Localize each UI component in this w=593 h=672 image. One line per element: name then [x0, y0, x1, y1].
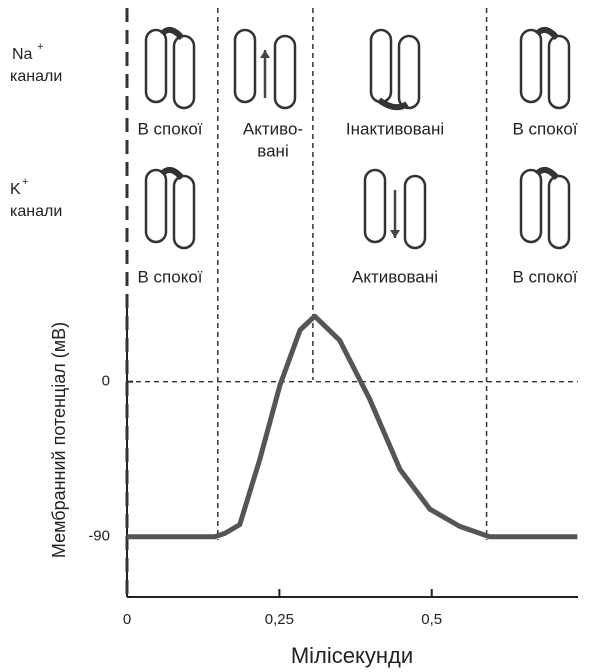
channel-subunit	[369, 28, 393, 104]
x-axis-label: Мілісекунди	[291, 643, 413, 668]
channel-subunit	[363, 168, 387, 244]
channel-gate	[534, 26, 560, 41]
channel-subunit	[519, 28, 543, 104]
channel-label: канали	[10, 68, 62, 85]
x-tick-label: 0,25	[265, 611, 294, 628]
y-tick-label: 0	[102, 373, 110, 390]
channel-icon	[363, 168, 427, 250]
potential-line	[127, 313, 578, 540]
channel-gate	[534, 166, 560, 181]
channel-icon	[233, 28, 297, 110]
channel-subunit	[144, 168, 168, 244]
channel-icon	[519, 166, 571, 250]
channel-icon	[144, 166, 196, 250]
y-axis-label: Мембранний потенціал (мВ)	[49, 322, 69, 558]
channel-icon	[369, 28, 421, 111]
flow-arrowhead	[390, 230, 400, 238]
channel-subunit	[144, 28, 168, 104]
channel-state: В спокої	[137, 267, 202, 286]
channel-subunit	[233, 28, 257, 104]
channel-state: Інактивовані	[346, 119, 444, 138]
channel-icon	[144, 26, 196, 110]
channel-subunit	[397, 34, 421, 110]
channel-state: В спокої	[512, 119, 577, 138]
channel-subunit	[273, 34, 297, 110]
channel-state: Активовані	[352, 267, 438, 286]
channel-charge: +	[22, 176, 28, 188]
channel-gate	[159, 26, 185, 41]
channel-gate	[377, 97, 409, 111]
channel-subunit	[519, 168, 543, 244]
channel-state: В спокої	[137, 119, 202, 138]
channel-charge: +	[37, 41, 43, 53]
channel-name: Na	[12, 46, 33, 63]
channel-subunit	[547, 34, 571, 110]
channel-gate	[159, 166, 185, 181]
channel-subunit	[403, 174, 427, 250]
channel-state: В спокої	[512, 267, 577, 286]
channel-icon	[519, 26, 571, 110]
channel-label: канали	[10, 203, 62, 220]
channel-subunit	[172, 174, 196, 250]
x-tick-label: 0,5	[421, 611, 442, 628]
channel-state: Активо-	[243, 119, 303, 138]
channel-subunit	[172, 34, 196, 110]
channel-state: вані	[257, 141, 288, 160]
flow-arrowhead	[260, 50, 270, 58]
y-tick-label: -90	[88, 528, 110, 545]
channel-name: K	[10, 181, 21, 198]
channel-subunit	[547, 174, 571, 250]
x-tick-label: 0	[123, 611, 131, 628]
